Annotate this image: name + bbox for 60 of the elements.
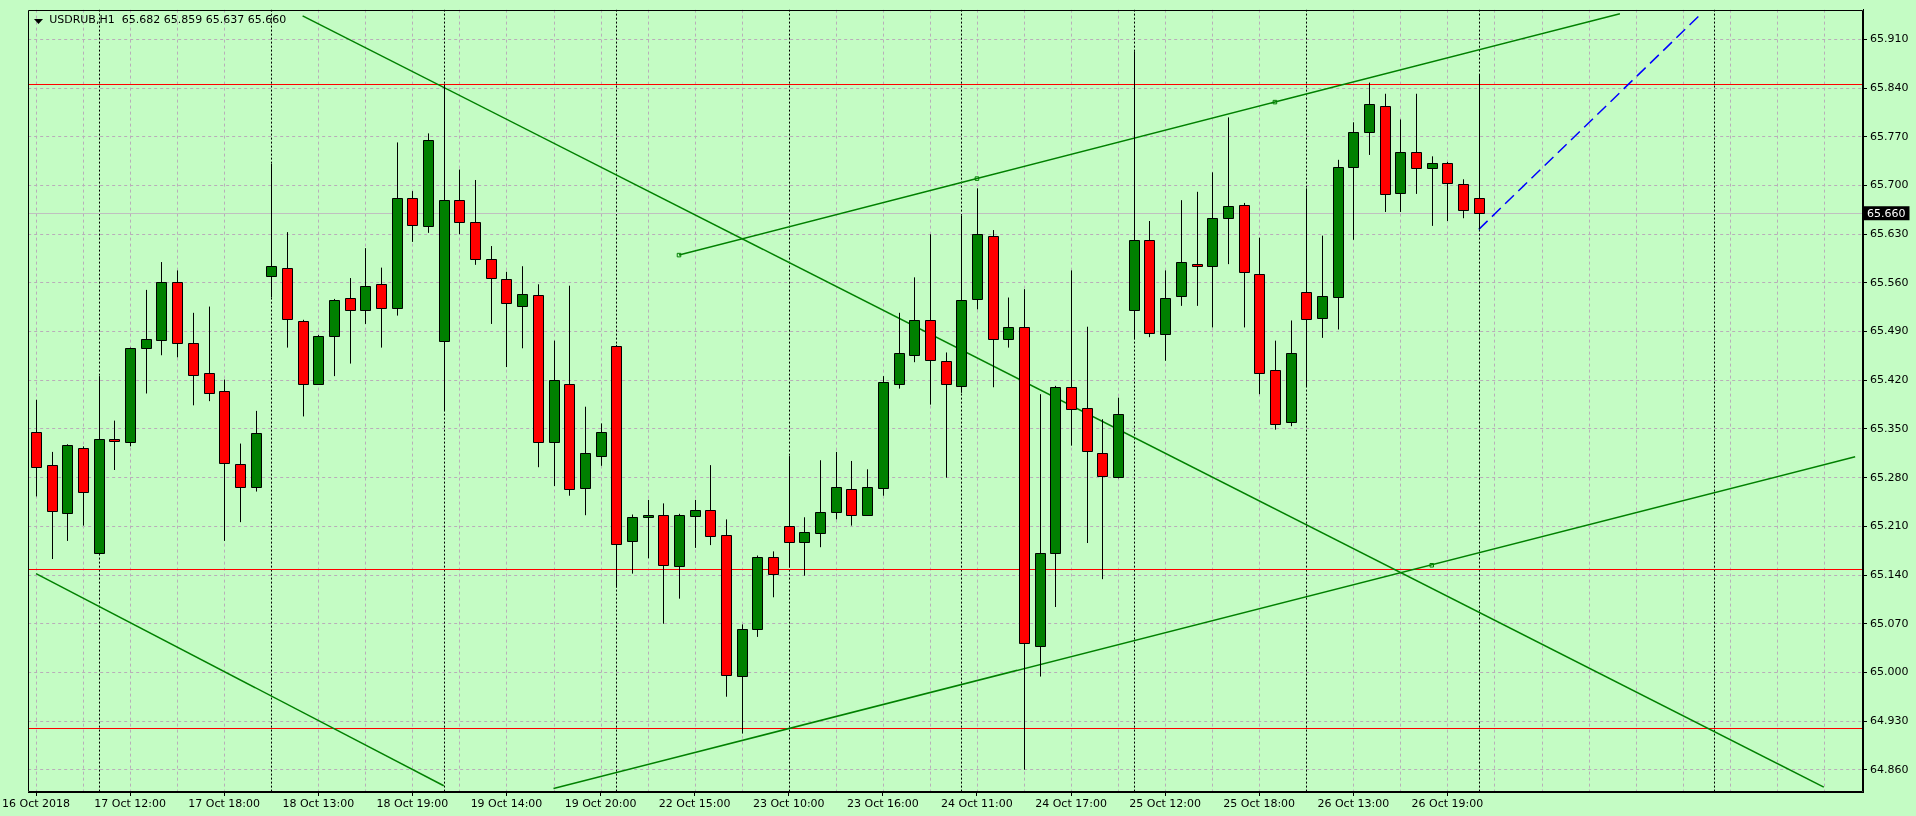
y-tick-label: 65.280 (1870, 470, 1909, 484)
y-tick-label: 65.840 (1870, 81, 1909, 95)
x-tick-label: 18 Oct 19:00 (376, 797, 449, 811)
y-tick-label: 64.860 (1870, 762, 1909, 776)
candlestick (690, 499, 701, 549)
x-tick-label: 22 Oct 15:00 (658, 797, 731, 811)
candlestick (1411, 93, 1422, 195)
candlestick (204, 306, 215, 402)
y-tick-label: 65.350 (1870, 421, 1909, 435)
x-tick-label: 25 Oct 18:00 (1223, 797, 1296, 811)
candlestick (501, 271, 512, 368)
candlestick (376, 267, 387, 349)
candlestick (235, 443, 246, 523)
candlestick (815, 459, 826, 548)
x-tick-label: 16 Oct 2018 (2, 797, 71, 811)
candlestick (454, 169, 465, 235)
candlestick (486, 245, 497, 325)
y-tick-label: 65.560 (1870, 275, 1909, 289)
candlestick (643, 499, 654, 559)
x-tick-label: 24 Oct 11:00 (941, 797, 1013, 811)
x-tick-label: 26 Oct 13:00 (1317, 797, 1390, 811)
y-tick-label: 65.490 (1870, 324, 1909, 338)
candlestick (345, 277, 356, 365)
y-tick-label: 65.210 (1870, 519, 1909, 533)
x-tick-label: 23 Oct 16:00 (847, 797, 919, 811)
candlestick (1317, 235, 1328, 339)
x-tick-label: 19 Oct 20:00 (564, 797, 637, 811)
candlestick (1442, 161, 1453, 222)
y-tick-label: 64.930 (1870, 713, 1909, 727)
x-tick-label: 19 Oct 14:00 (470, 797, 543, 811)
ref-line-label: 65.660 (1867, 206, 1906, 220)
y-tick-label: 65.000 (1870, 665, 1909, 679)
candlestick (141, 289, 152, 394)
y-tick-label: 65.770 (1870, 129, 1909, 143)
x-tick-label: 23 Oct 10:00 (752, 797, 825, 811)
chart-title: USDRUB,H1 65.682 65.859 65.637 65.660 (49, 13, 287, 27)
candlestick (627, 514, 638, 575)
x-tick-label: 24 Oct 17:00 (1035, 797, 1107, 811)
candlestick (1066, 269, 1077, 447)
y-tick-label: 65.140 (1870, 567, 1909, 581)
candlestick (1223, 116, 1234, 265)
candlestick (517, 265, 528, 349)
x-tick-label: 17 Oct 12:00 (94, 797, 166, 811)
y-tick-label: 65.910 (1870, 32, 1909, 46)
x-tick-label: 18 Oct 13:00 (282, 797, 355, 811)
candlestick (941, 351, 952, 479)
y-tick-label: 65.630 (1870, 227, 1909, 241)
candlestick (1192, 191, 1203, 307)
x-tick-label: 17 Oct 18:00 (188, 797, 261, 811)
candlestick (1427, 155, 1438, 227)
x-tick-label: 25 Oct 12:00 (1129, 797, 1201, 811)
y-tick-label: 65.420 (1870, 373, 1909, 387)
y-tick-label: 65.070 (1870, 616, 1909, 630)
y-tick-label: 65.700 (1870, 178, 1909, 192)
candlestick (799, 516, 810, 577)
candlestick (1003, 297, 1014, 349)
candlestick (596, 422, 607, 467)
x-tick-label: 26 Oct 19:00 (1411, 797, 1484, 811)
candlestick (360, 247, 371, 325)
candlestick (109, 420, 120, 471)
